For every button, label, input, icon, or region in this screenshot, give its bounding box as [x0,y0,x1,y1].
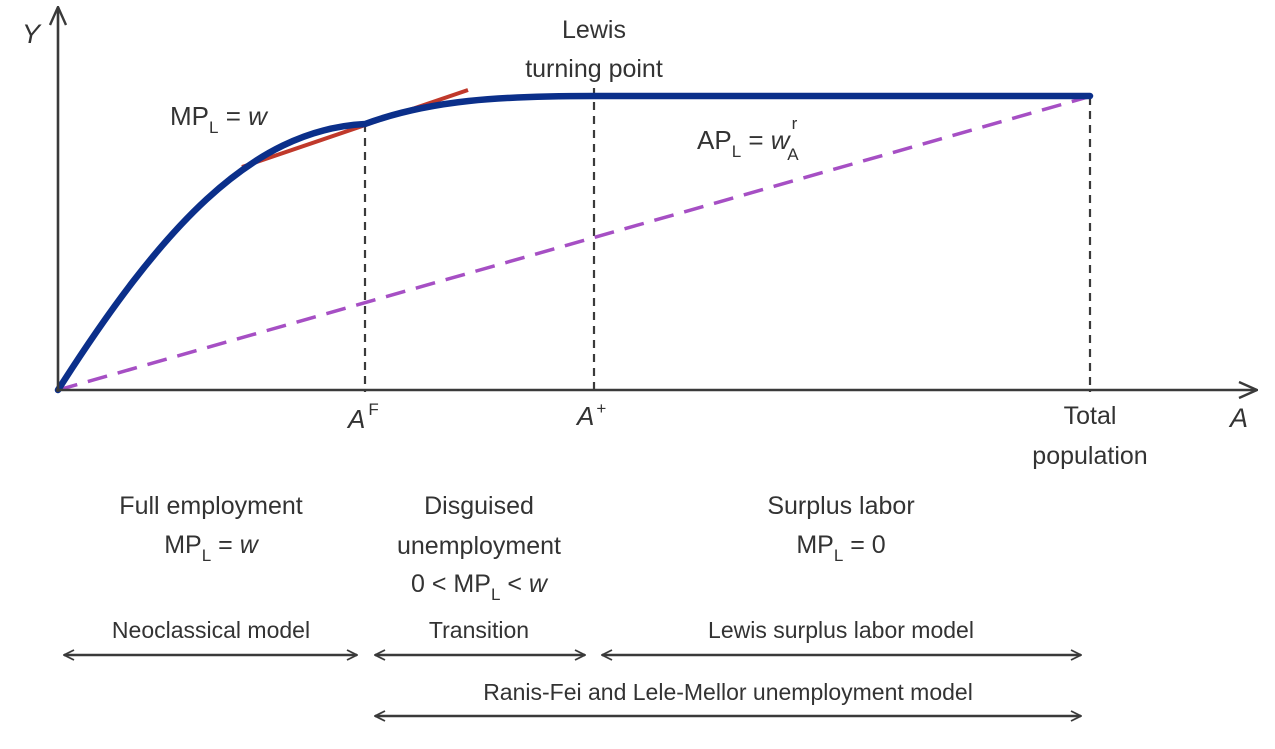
model-label-ranis-fei: Ranis-Fei and Lele-Mellor unemployment m… [483,679,973,705]
tick-label-total-line1: Total [1064,402,1117,430]
regime-surplus-title: Surplus labor [767,492,914,520]
regime-full-title: Full employment [119,492,302,520]
tick-label-aplus: A + [575,399,606,431]
average-product-line [57,95,1089,392]
regime-surplus-condition: MPL = 0 [796,531,885,565]
regime-disguised-title-line2: unemployment [397,532,561,560]
x-axis-label: A [1228,403,1248,433]
regime-full-condition: MPL = w [164,531,259,565]
tick-label-total-line2: population [1032,442,1147,470]
model-label-lewis: Lewis surplus labor model [708,617,974,643]
model-label-transition: Transition [429,617,529,643]
production-curve [54,92,1094,394]
lewis-turning-label-line1: Lewis [562,16,626,44]
mpl-equals-w-label: MPL = w [170,101,269,137]
apl-equals-wr-label: APL = wr A [697,114,799,164]
tangent-line [241,88,469,169]
model-label-neoclassical: Neoclassical model [112,617,310,643]
y-axis-label: Y [22,19,42,49]
regime-disguised-title-line1: Disguised [424,492,534,520]
lewis-turning-label-line2: turning point [525,55,663,83]
regime-disguised-condition: 0 < MPL < w [411,570,549,604]
